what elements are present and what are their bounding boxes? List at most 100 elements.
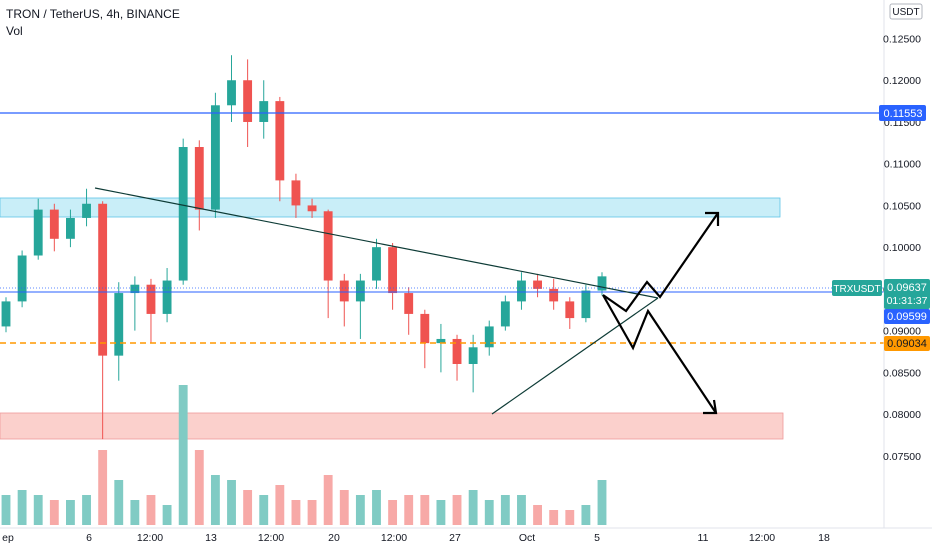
- candle-body: [146, 284, 156, 314]
- time-axis-label: 20: [328, 532, 340, 544]
- price-tick-label: 0.11000: [884, 159, 921, 171]
- line-value-label-bg: [884, 309, 930, 324]
- time-axis-label: 12:00: [258, 532, 284, 544]
- chart-legend: TRON / TetherUS, 4h, BINANCE Vol: [6, 7, 180, 39]
- candle: [82, 188, 91, 227]
- candle: [549, 278, 559, 310]
- candle: [275, 96, 285, 202]
- time-axis-label: 13: [205, 532, 217, 544]
- candle: [323, 209, 333, 319]
- supply-zone: [0, 197, 781, 218]
- candle-body: [549, 288, 559, 302]
- candle-body: [162, 280, 172, 314]
- resistance-price-label-bg: [879, 105, 926, 121]
- volume-bar: [355, 495, 365, 525]
- drawings-layer: [94, 187, 720, 415]
- candle: [49, 203, 59, 252]
- volume-bar: [517, 495, 526, 525]
- candle-body: [17, 255, 27, 302]
- time-axis-label: Oct: [519, 532, 535, 544]
- price-tick-label: 0.08500: [883, 367, 921, 379]
- candle-body: [49, 209, 59, 239]
- candle-body: [66, 217, 75, 239]
- time-labels: ep 6 12:00 13 12:00 20 12:00 27 Oct 5 11 12:00 18: [2, 532, 830, 544]
- candle-body: [323, 211, 333, 281]
- volume-bar: [565, 510, 575, 525]
- candle-body: [484, 326, 494, 348]
- candle-body: [194, 147, 204, 210]
- resistance-price-label: 0.11553: [884, 108, 923, 120]
- volume-bar: [82, 495, 91, 525]
- time-axis-label: 12:00: [381, 532, 407, 544]
- candle: [259, 80, 269, 139]
- bearish-arrowhead: [703, 399, 718, 415]
- candle: [178, 138, 188, 285]
- volume-bar: [452, 495, 462, 525]
- price-tick-label: 0.10500: [883, 200, 921, 212]
- price-tick-label: 0.11500: [884, 117, 921, 129]
- volume-bar: [146, 495, 156, 525]
- volume-bar: [1, 495, 11, 525]
- volume-legend[interactable]: Vol: [6, 24, 23, 38]
- volume-bars: [1, 385, 607, 525]
- candle-body: [82, 203, 91, 218]
- candle: [66, 209, 75, 248]
- ascending-trendline[interactable]: [491, 297, 659, 415]
- last-price-label-bg: [884, 279, 930, 309]
- candle: [339, 273, 349, 327]
- candle-body: [355, 280, 365, 302]
- volume-bar: [307, 500, 317, 525]
- volume-bar: [243, 490, 253, 525]
- dashed-level-label-bg: [884, 336, 930, 351]
- price-scale[interactable]: USDT 0.12500 0.12000 0.11500 0.11000 0.10500…: [883, 0, 932, 550]
- candle: [355, 273, 365, 339]
- candle: [130, 276, 140, 331]
- candle: [162, 268, 172, 323]
- candle-body: [275, 101, 285, 181]
- price-tick-label: 0.08000: [883, 409, 921, 421]
- time-axis-label: 27: [449, 532, 461, 544]
- candle: [388, 242, 398, 310]
- volume-bar: [291, 500, 301, 525]
- bearish-projection-path[interactable]: [602, 294, 717, 414]
- last-price-label: 0.09637: [887, 282, 927, 294]
- candle: [227, 55, 236, 122]
- price-tick-label: 0.12000: [883, 75, 921, 87]
- volume-bar: [420, 495, 430, 525]
- symbol-label-bg: [832, 280, 882, 296]
- countdown-label: 01:31:37: [887, 295, 928, 307]
- candle-body: [130, 284, 140, 294]
- candle: [484, 320, 494, 356]
- candle: [565, 297, 575, 329]
- symbol-label: TRXUSDT: [833, 284, 880, 295]
- volume-bar: [339, 490, 349, 525]
- candle: [291, 173, 301, 218]
- candle-body: [210, 105, 220, 210]
- candle-body: [339, 280, 349, 302]
- volume-bar: [549, 510, 559, 525]
- candle: [500, 295, 510, 331]
- time-axis[interactable]: ep 6 12:00 13 12:00 20 12:00 27 Oct 5 11 12:00 18: [0, 527, 932, 550]
- candle-body: [452, 338, 462, 364]
- time-axis-label: 11: [698, 532, 709, 544]
- bullish-projection-path[interactable]: [602, 212, 719, 313]
- candle-body: [517, 280, 526, 302]
- descending-trendline[interactable]: [94, 187, 659, 299]
- volume-bar: [98, 450, 108, 525]
- candle: [98, 201, 108, 440]
- time-axis-label: 5: [594, 532, 600, 544]
- volume-bar: [468, 490, 478, 525]
- time-axis-label: 6: [86, 532, 92, 544]
- candle: [17, 250, 27, 308]
- candles-layer: [1, 55, 607, 440]
- candle-body: [533, 280, 542, 289]
- symbol-title[interactable]: TRON / TetherUS, 4h, BINANCE: [6, 7, 180, 21]
- demand-zone: [0, 412, 784, 440]
- price-labels: 0.11553 TRXUSDT 0.09637 01:31:37 0.09599…: [832, 105, 930, 351]
- volume-bar: [323, 475, 333, 525]
- volume-bar: [275, 485, 285, 525]
- candle: [114, 282, 124, 381]
- volume-bar: [227, 480, 236, 525]
- time-axis-label: 12:00: [137, 532, 163, 544]
